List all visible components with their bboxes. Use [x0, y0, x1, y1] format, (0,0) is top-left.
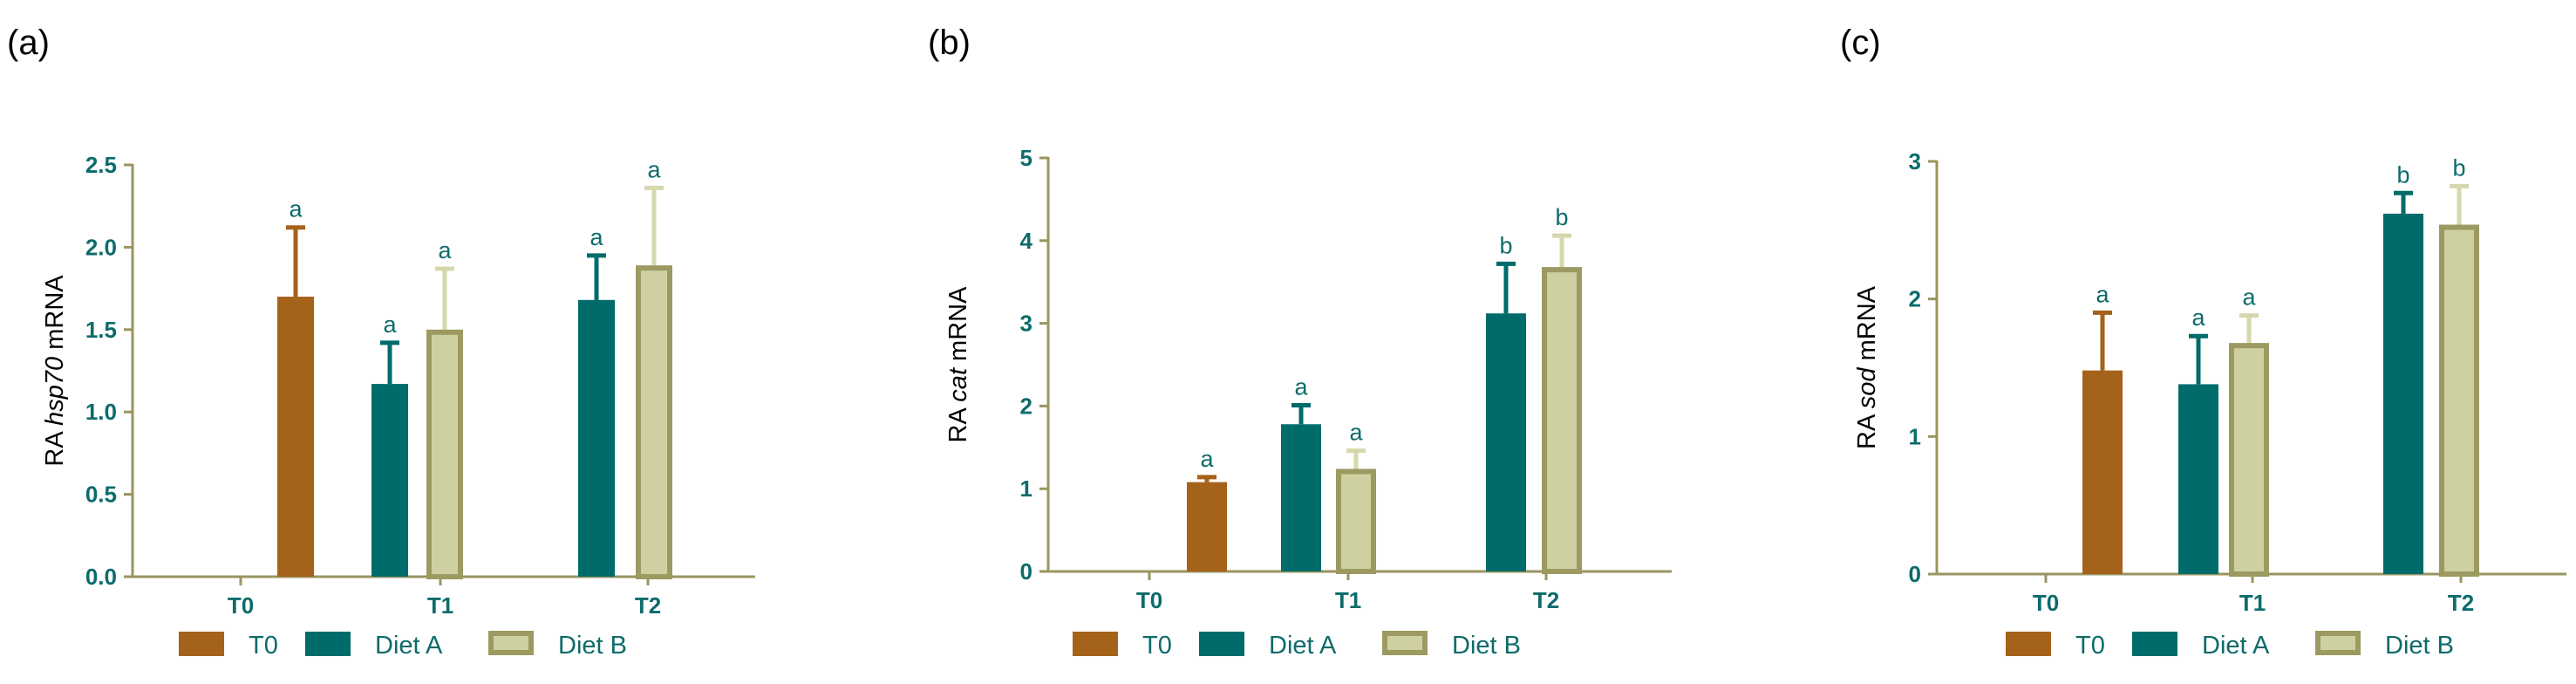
significance-letter: a [1294, 373, 1308, 400]
bar-diet-a-t2 [1486, 313, 1526, 571]
y-axis-label-gene: sod [1853, 367, 1881, 409]
legend-swatch-diet-b [488, 631, 534, 655]
bar-diet-a-t2 [2383, 213, 2423, 574]
legend-swatch-diet-a [2132, 632, 2177, 656]
y-axis-label: RA cat mRNA [944, 286, 972, 443]
significance-letter: b [1555, 204, 1568, 230]
bar-t0-t0 [1187, 482, 1227, 571]
legend-label: Diet A [1269, 632, 1337, 660]
y-tick-label: 2.0 [85, 234, 117, 260]
x-tick-label: T1 [1335, 587, 1361, 613]
y-tick-label: 1.0 [85, 399, 117, 425]
legend-label: T0 [2075, 632, 2105, 660]
y-axis-label-prefix: RA [1853, 408, 1881, 449]
significance-letter: a [438, 237, 452, 263]
bar-diet-b-t2 [636, 265, 672, 579]
legend-swatch-diet-a [305, 632, 351, 656]
significance-letter: a [647, 156, 661, 182]
x-tick-label: T0 [2033, 590, 2059, 616]
y-tick-label: 3 [1020, 311, 1032, 337]
legend: T0 Diet A Diet B [179, 631, 627, 660]
significance-letter: a [2191, 304, 2205, 331]
chart-panel-2: (b) 0 1 2 3 4 5 RA cat mRNA T0 T1 T2 a a b a b T0 Diet A D… [928, 24, 1672, 660]
legend: T0 Diet A Diet B [1073, 631, 1521, 660]
bar-diet-b-t2 [1542, 267, 1582, 574]
significance-letter: a [1349, 420, 1363, 446]
legend-label: T0 [249, 632, 278, 660]
y-axis-label-prefix: RA [944, 402, 972, 443]
legend-label: Diet A [2202, 632, 2270, 660]
x-tick-label: T0 [228, 592, 254, 619]
significance-letter: a [2242, 284, 2256, 311]
y-axis-label: RA hsp70 mRNA [41, 275, 69, 467]
legend-swatch-diet-b [1382, 631, 1428, 655]
legend-label: Diet B [558, 632, 627, 660]
y-tick-label: 5 [1020, 145, 1032, 171]
y-axis-label-suffix: mRNA [41, 275, 69, 357]
legend-label: Diet A [375, 632, 443, 660]
y-axis-label-suffix: mRNA [944, 286, 972, 368]
y-tick-label: 3 [1909, 148, 1921, 174]
significance-letter: a [383, 311, 397, 338]
x-tick-label: T0 [1136, 587, 1162, 613]
legend-label: T0 [1142, 632, 1172, 660]
significance-letter: a [589, 224, 603, 250]
legend-swatch-diet-b [2315, 631, 2361, 655]
x-tick-label: T2 [1533, 587, 1559, 613]
y-tick-label: 0.0 [85, 564, 117, 590]
y-tick-label: 1 [1909, 423, 1921, 449]
panel-label: (b) [928, 24, 971, 62]
y-axis-label-gene: cat [944, 366, 972, 402]
y-tick-label: 4 [1020, 228, 1033, 254]
bar-diet-a-t1 [1281, 424, 1321, 571]
bar-diet-b-t1 [426, 329, 463, 579]
legend-swatch-t0 [179, 632, 224, 656]
legend-label: Diet B [1452, 632, 1521, 660]
bar-diet-b-t1 [2229, 343, 2269, 577]
x-tick-label: T2 [2448, 590, 2474, 616]
y-tick-label: 0 [1020, 558, 1032, 585]
significance-letter: b [2452, 154, 2465, 181]
x-tick-label: T2 [635, 592, 661, 619]
y-tick-label: 2 [1020, 393, 1032, 419]
x-tick-label: T1 [2239, 590, 2266, 616]
y-axis-label-suffix: mRNA [1853, 285, 1881, 367]
panel-label: (a) [7, 24, 50, 62]
bar-diet-a-t2 [578, 299, 615, 577]
y-tick-label: 0.5 [85, 482, 117, 508]
bar-diet-b-t2 [2439, 224, 2479, 577]
significance-letter: a [1200, 446, 1214, 472]
significance-letter: b [1499, 232, 1512, 258]
y-tick-label: 1.5 [85, 317, 117, 343]
legend-swatch-t0 [1073, 632, 1118, 656]
y-axis-label-gene: hsp70 [41, 357, 69, 426]
legend: T0 Diet A Diet B [2006, 631, 2454, 660]
y-tick-label: 0 [1909, 561, 1921, 587]
bar-t0-t0 [277, 297, 314, 577]
legend-swatch-t0 [2006, 632, 2051, 656]
significance-letter: a [289, 196, 303, 222]
legend-label: Diet B [2385, 632, 2454, 660]
y-tick-label: 2 [1909, 286, 1921, 312]
chart-panel-3: (c) 0 1 2 3 RA sod mRNA T0 T1 T2 a a b a b T0 Diet A Die… [1840, 24, 2566, 660]
panel-label: (c) [1840, 24, 1881, 62]
y-tick-label: 2.5 [85, 152, 117, 178]
y-axis-label-prefix: RA [41, 426, 69, 467]
y-axis-label: RA sod mRNA [1853, 285, 1881, 449]
significance-letter: b [2396, 161, 2409, 188]
significance-letter: a [2096, 281, 2109, 307]
x-tick-label: T1 [427, 592, 453, 619]
bar-diet-a-t1 [2178, 384, 2218, 574]
y-tick-label: 1 [1020, 475, 1032, 502]
bar-t0-t0 [2082, 370, 2123, 574]
chart-panel-1: (a) 0.0 0.5 1.0 1.5 2.0 2.5 RA hsp70 mRNA T0 T1 T2… [7, 24, 755, 660]
legend-swatch-diet-a [1199, 632, 1244, 656]
bar-diet-a-t1 [371, 384, 408, 577]
bar-diet-b-t1 [1336, 469, 1376, 574]
